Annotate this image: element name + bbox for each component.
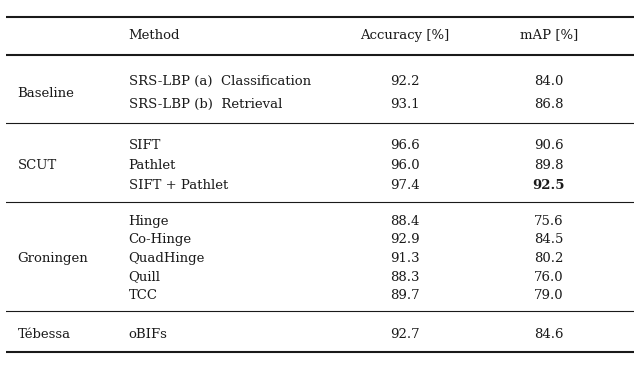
Text: SRS-LBP (b)  Retrieval: SRS-LBP (b) Retrieval [129,98,282,111]
Text: Baseline: Baseline [18,87,75,100]
Text: 91.3: 91.3 [390,252,419,265]
Text: 97.4: 97.4 [390,178,419,192]
Text: 96.6: 96.6 [390,139,420,152]
Text: Accuracy [%]: Accuracy [%] [360,29,449,42]
Text: Groningen: Groningen [18,252,88,265]
Text: Tébessa: Tébessa [18,328,71,340]
Text: SIFT + Pathlet: SIFT + Pathlet [129,178,228,192]
Text: mAP [%]: mAP [%] [520,29,578,42]
Text: SRS-LBP (a)  Classification: SRS-LBP (a) Classification [129,75,311,88]
Text: 89.7: 89.7 [390,289,419,302]
Text: 76.0: 76.0 [534,270,564,284]
Text: 84.5: 84.5 [534,233,564,247]
Text: SIFT: SIFT [129,139,161,152]
Text: Quill: Quill [129,270,161,284]
Text: 93.1: 93.1 [390,98,419,111]
Text: 84.6: 84.6 [534,328,564,340]
Text: Method: Method [129,29,180,42]
Text: 90.6: 90.6 [534,139,564,152]
Text: 84.0: 84.0 [534,75,564,88]
Text: 75.6: 75.6 [534,215,564,228]
Text: 92.2: 92.2 [390,75,419,88]
Text: 86.8: 86.8 [534,98,564,111]
Text: 89.8: 89.8 [534,159,564,172]
Text: TCC: TCC [129,289,157,302]
Text: 80.2: 80.2 [534,252,564,265]
Text: 92.7: 92.7 [390,328,419,340]
Text: 88.3: 88.3 [390,270,419,284]
Text: Co-Hinge: Co-Hinge [129,233,192,247]
Text: QuadHinge: QuadHinge [129,252,205,265]
Text: Hinge: Hinge [129,215,169,228]
Text: Pathlet: Pathlet [129,159,176,172]
Text: 88.4: 88.4 [390,215,419,228]
Text: SCUT: SCUT [18,159,57,172]
Text: 79.0: 79.0 [534,289,564,302]
Text: 92.9: 92.9 [390,233,419,247]
Text: 96.0: 96.0 [390,159,419,172]
Text: 92.5: 92.5 [532,178,565,192]
Text: oBIFs: oBIFs [129,328,168,340]
